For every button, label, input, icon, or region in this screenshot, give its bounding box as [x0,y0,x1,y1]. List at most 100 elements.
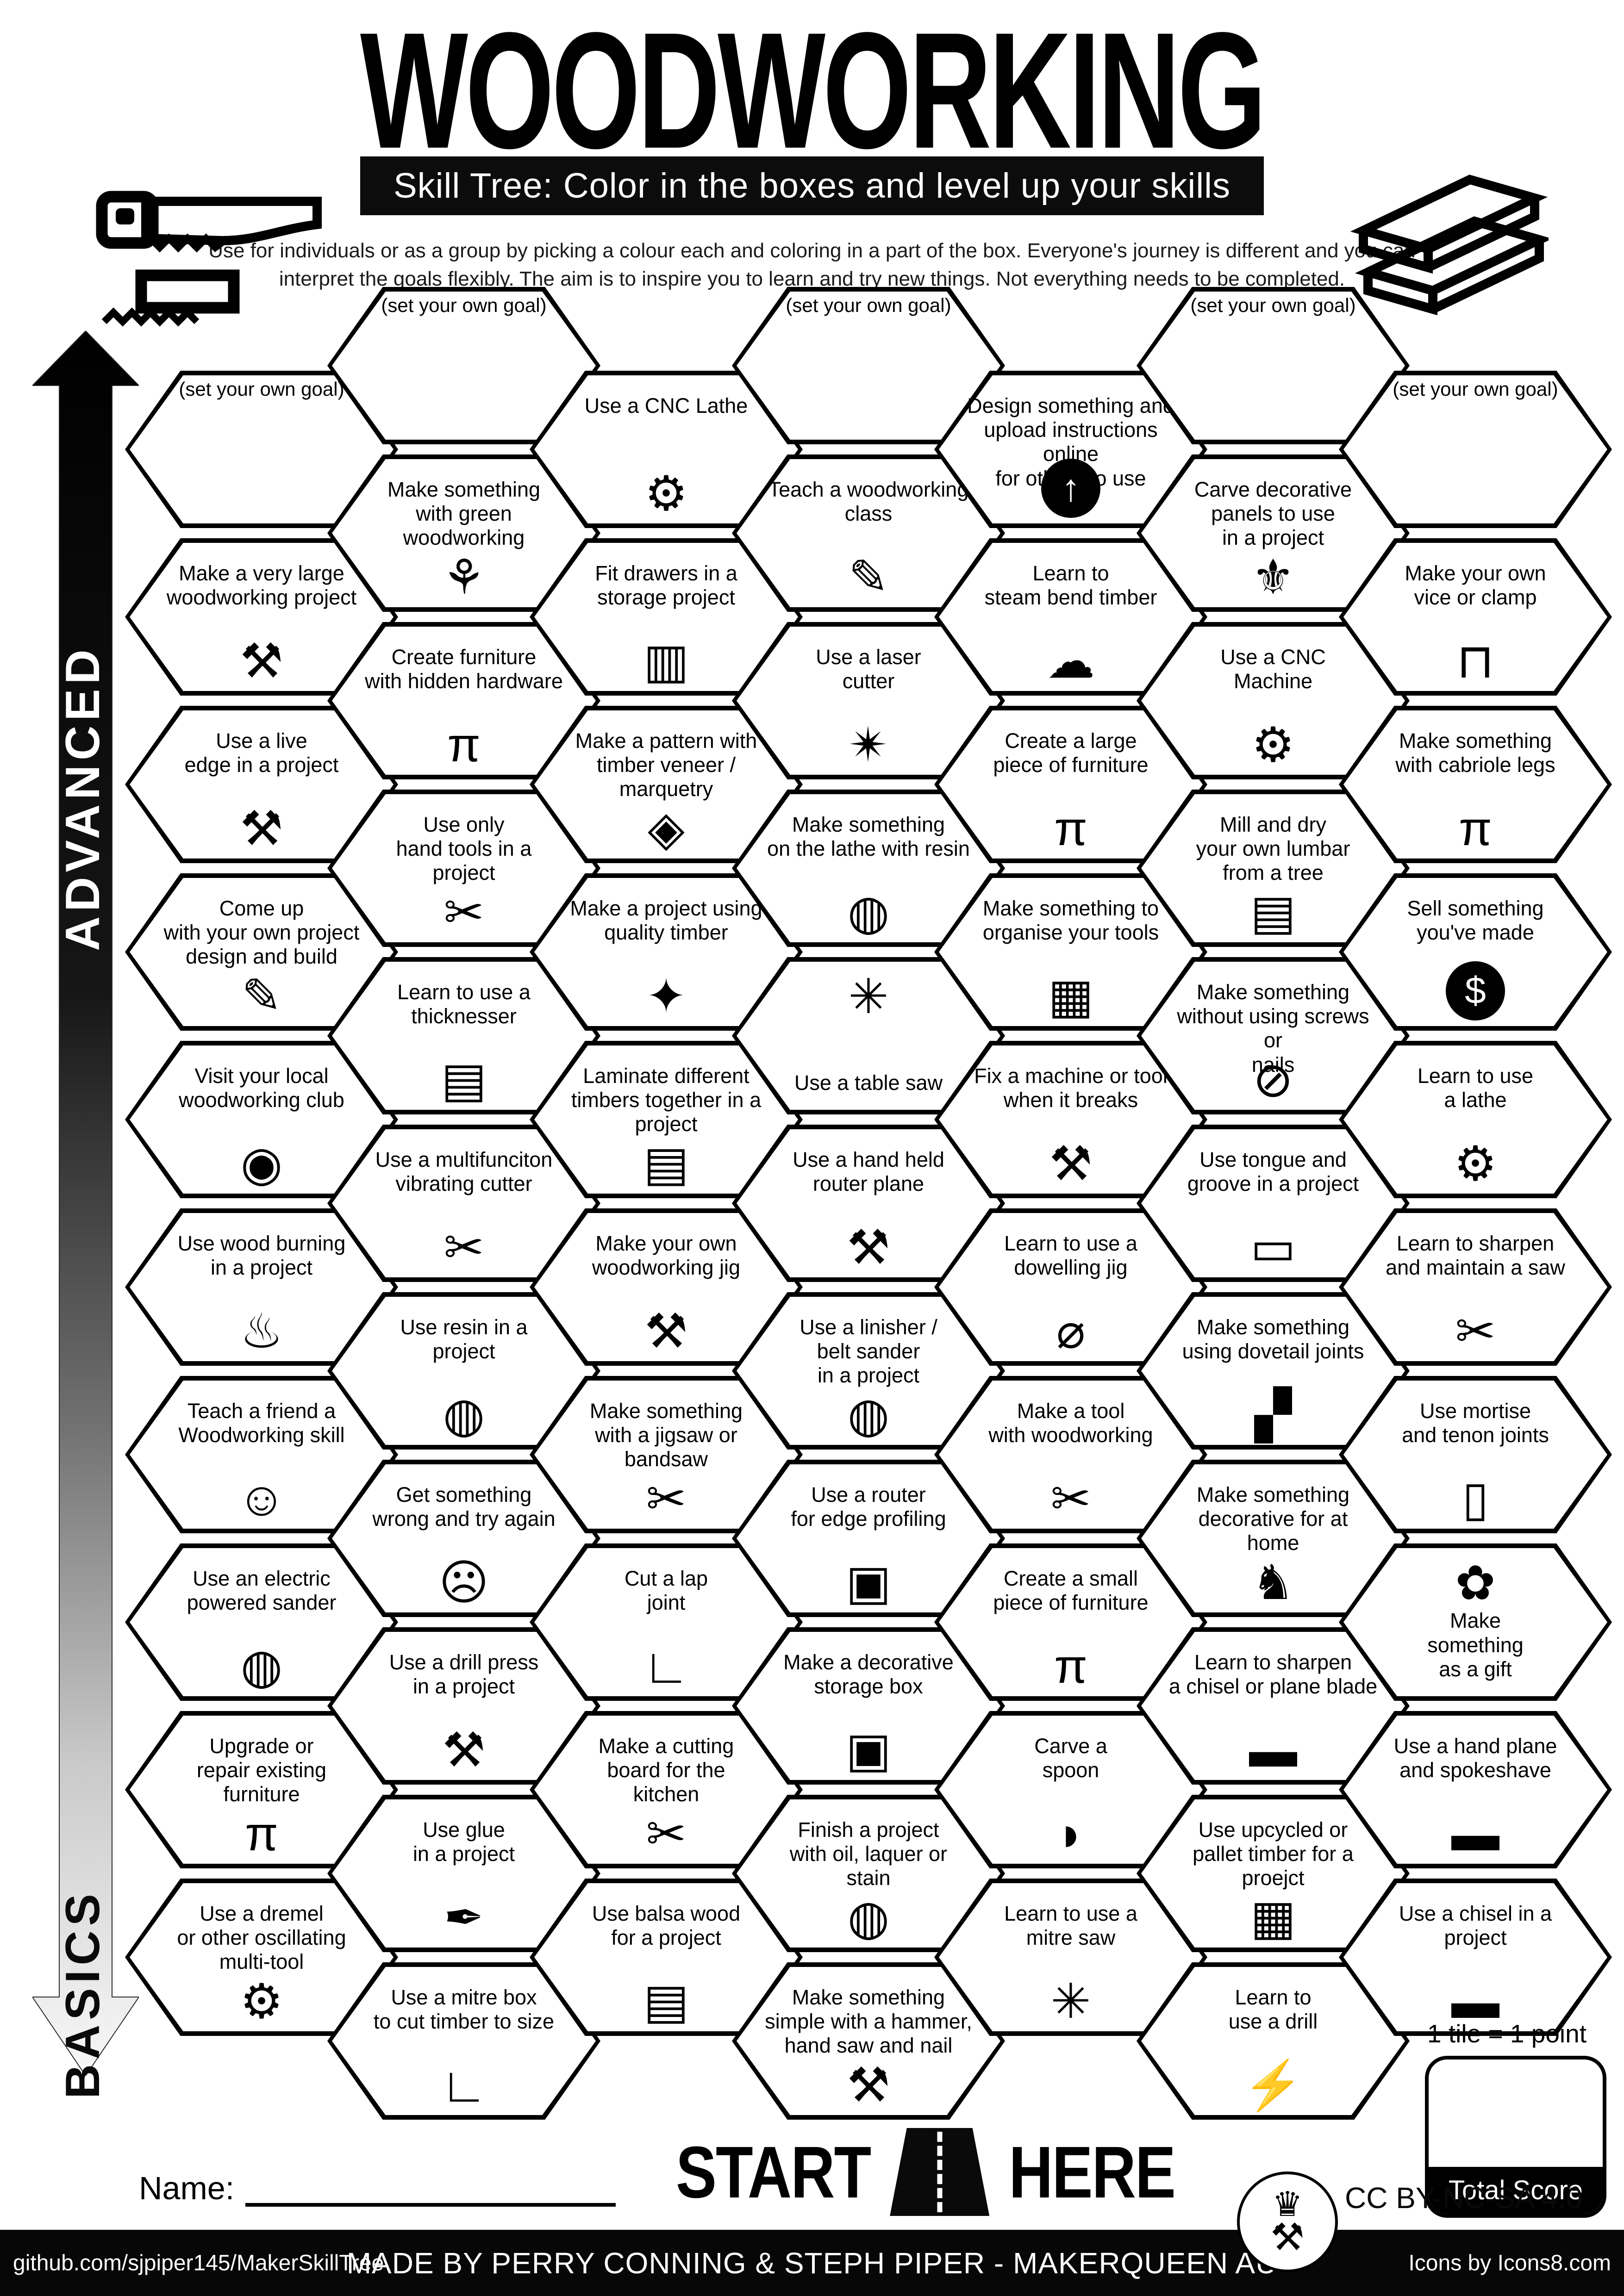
hex-label: Use only hand tools in a project [396,813,532,885]
hex-set-your-own-goal[interactable]: (set your own goal) [1137,287,1410,444]
footer-github-link[interactable]: github.com/sjpiper145/MakerSkillTree [13,2251,384,2275]
hex-fill [332,1632,596,1780]
hex-make-something-with-cabriole-legs[interactable]: Make something with cabriole legs π [1339,706,1612,863]
makerqueen-logo: ♛ ⚒ [1237,2172,1338,2272]
hex-fill [332,459,596,607]
hex-create-furniture-with-hidden-hardware[interactable]: Create furniture with hidden hardware π [327,622,600,779]
hex-make-something-as-a-gift[interactable]: Make something as a gift ✿ [1339,1543,1612,1701]
hex-fill [130,375,394,523]
name-line[interactable] [245,2171,616,2207]
hex-learn-to-sharpen-a-chisel-or-plane-blade[interactable]: Learn to sharpen a chisel or plane blade… [1137,1627,1410,1785]
hex-fill [1141,1297,1405,1445]
hex-fill [939,1381,1203,1529]
hex-label: Make something simple with a hammer, han… [765,1985,972,2058]
lap-joint-icon: ∟ [643,1640,690,1693]
hex-label: Make your own vice or clamp [1405,561,1546,610]
crossed-tools-icon: ⚒ [1270,2216,1305,2259]
hex-fill [1141,1632,1405,1780]
person-carrying-timber-icon: ⚒ [240,635,283,688]
oscillating-cutter-icon: ✂ [443,1221,484,1275]
start-word: START [676,2131,871,2213]
hex-label: Use an electric powered sander [187,1567,337,1615]
hex-use-a-hand-held-router-plane[interactable]: Use a hand held router plane ⚒ [732,1125,1005,1282]
hex-use-a-chisel-in-a-project[interactable]: Use a chisel in a project ▬ [1339,1879,1612,2036]
drill-press-icon: ⚒ [442,1724,486,1777]
hex-learn-to-use-a-lathe[interactable]: Learn to use a lathe ⚙ [1339,1041,1612,1198]
hex-fill [534,1381,798,1529]
tool-pegboard-icon: ▦ [1048,970,1094,1023]
location-pin-icon: ◉ [240,1137,283,1191]
hex-fill [737,627,1000,775]
hex-learn-to-sharpen-and-maintain-a-saw[interactable]: Learn to sharpen and maintain a saw ✂ [1339,1208,1612,1366]
hex-carve-decorative-panels-to-use-in-a-project[interactable]: Carve decorative panels to use in a proj… [1137,454,1410,612]
hand-saw-icon: ✂ [443,886,484,940]
hex-make-your-own-vice-or-clamp[interactable]: Make your own vice or clamp ⊓ [1339,538,1612,696]
hex-upgrade-or-repair-existing-furniture[interactable]: Upgrade or repair existing furniture π [125,1711,398,1868]
road-icon [890,2128,990,2216]
hex-use-glue-in-a-project[interactable]: Use glue in a project ✒ [327,1795,600,1952]
hex-fill [332,292,596,440]
hex-label: Use a mitre box to cut timber to size [373,1985,555,2034]
hex-label: Make something on the lathe with resin [767,813,970,861]
hex-learn-to-use-a-thicknesser[interactable]: Learn to use a thicknesser ▤ [327,957,600,1114]
hex-label: Make something to organise your tools [982,896,1159,945]
hex-mill-and-dry-your-own-lumbar-from-a-tree[interactable]: Mill and dry your own lumbar from a tree… [1137,790,1410,947]
hex-fill [1343,1381,1607,1529]
hex-get-something-wrong-and-try-again[interactable]: Get something wrong and try again ☹ [327,1460,600,1617]
hex-label: Use a drill press in a project [389,1650,539,1699]
hex-create-a-large-piece-of-furniture[interactable]: Create a large piece of furniture π [934,706,1207,863]
hex-make-a-project-using-quality-timber[interactable]: Make a project using quality timber ✦ [530,873,803,1031]
hex-label: Teach a friend a Woodworking skill [178,1399,345,1447]
laminated-timber-icon: ▤ [643,1137,689,1191]
hex-visit-your-local-woodworking-club[interactable]: Visit your local woodworking club ◉ [125,1041,398,1198]
resin-paint-can-icon: ◍ [847,886,890,940]
hex-make-something-simple-with-a-hammer-hand-saw-and[interactable]: Make something simple with a hammer, han… [732,1962,1005,2120]
hex-label: Use balsa wood for a project [592,1902,741,1950]
teacher-whiteboard-icon: ✎ [848,551,889,604]
hex-label: Laminate different timbers together in a… [571,1064,762,1136]
hex-label: Learn to sharpen and maintain a saw [1386,1232,1565,1280]
subtitle-text: Skill Tree: Color in the boxes and level… [360,156,1264,215]
hex-use-a-hand-plane-and-spokeshave[interactable]: Use a hand plane and spokeshave ▬ [1339,1711,1612,1868]
total-score-label: Total Score [1429,2167,1603,2214]
tile-point-note: 1 tile = 1 point [1427,2019,1587,2048]
hex-label: Use a dremel or other oscillating multi-… [177,1902,346,1974]
hex-label: Learn to use a lathe [1417,1064,1534,1112]
timber-stack-icon: ▤ [441,1053,487,1107]
hex-make-a-decorative-storage-box[interactable]: Make a decorative storage box ▣ [732,1627,1005,1785]
hex-label: Use a hand held router plane [793,1148,944,1196]
hex-set-your-own-goal[interactable]: (set your own goal) [327,287,600,444]
footer-icons8-credit[interactable]: Icons by Icons8.com [1408,2251,1611,2275]
hex-fill [1343,1045,1607,1194]
hex-label: Mill and dry your own lumbar from a tree [1196,813,1350,885]
hex-fill [332,1464,596,1612]
page-title: WOODWORKING [360,0,1267,183]
mortise-tenon-icon: ▯ [1462,1472,1489,1526]
hex-set-your-own-goal[interactable]: (set your own goal) [1339,371,1612,528]
hex-label: Use a chisel in a project [1399,1902,1552,1950]
hex-label: Make a project using quality timber [570,896,762,945]
spoon-icon: ◗ [1056,1807,1086,1861]
hex-fill [130,1548,394,1696]
hex-make-something-on-the-lathe-with-resin[interactable]: Make something on the lathe with resin ◍ [732,790,1005,947]
hex-use-tongue-and-groove-in-a-project[interactable]: Use tongue and groove in a project ▭ [1137,1125,1410,1282]
footer-bar: github.com/sjpiper145/MakerSkillTree MAD… [0,2230,1624,2296]
total-score-field[interactable] [1429,2060,1603,2167]
friends-at-laptop-icon: ☺ [237,1472,287,1526]
hex-fill [939,1213,1203,1361]
hex-learn-to-use-a-drill[interactable]: Learn to use a drill ⚡ [1137,1962,1410,2120]
dovetail-joint-icon: ▞ [1255,1388,1292,1442]
hex-use-a-linisher-belt-sander-in-a-project[interactable]: Use a linisher / belt sander in a projec… [732,1292,1005,1450]
hex-set-your-own-goal[interactable]: (set your own goal) [125,371,398,528]
hex-use-a-cnc-machine[interactable]: Use a CNC Machine ⚙ [1137,622,1410,779]
hex-label: Learn to steam bend timber [984,561,1157,610]
hex-use-mortise-and-tenon-joints[interactable]: Use mortise and tenon joints ▯ [1339,1376,1612,1533]
hex-label: Finish a project with oil, laquer or sta… [789,1818,948,1890]
hex-label: Make something as a gift [1427,1609,1524,1681]
hex-fill [737,794,1000,942]
milled-lumber-icon: ▤ [1250,886,1296,940]
hex-label: (set your own goal) [179,378,344,400]
hex-sell-something-you-ve-made[interactable]: Sell something you've made $ [1339,873,1612,1031]
hex-make-something-with-green-woodworking[interactable]: Make something with green woodworking ⚘ [327,454,600,612]
footer-credit: MADE BY PERRY CONNING & STEPH PIPER - MA… [346,2246,1278,2280]
